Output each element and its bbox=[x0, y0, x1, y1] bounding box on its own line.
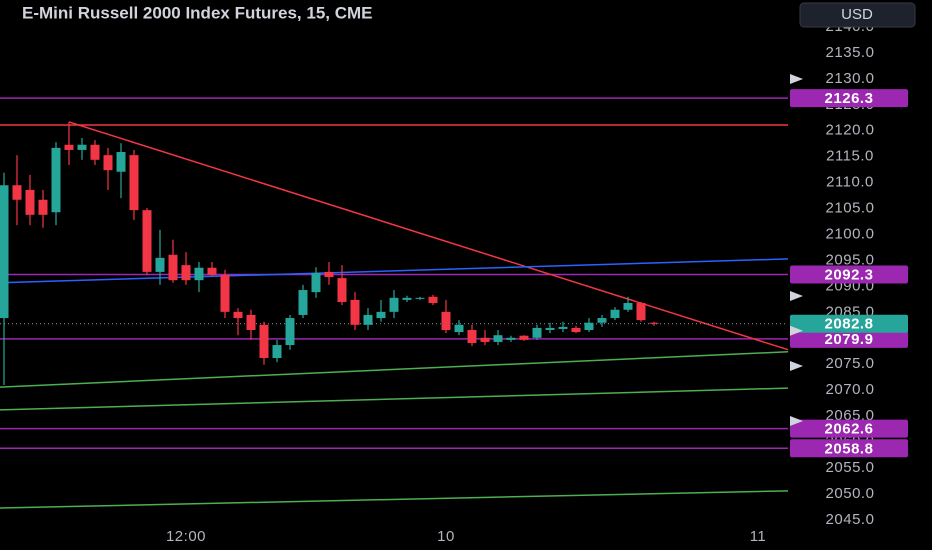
drawings bbox=[0, 97, 789, 509]
candle-body bbox=[51, 147, 61, 213]
candle-body bbox=[220, 275, 230, 312]
candle-body bbox=[168, 254, 178, 281]
candle-body bbox=[64, 144, 74, 150]
candle-body bbox=[428, 296, 438, 304]
alert-marker bbox=[790, 361, 803, 371]
trend-line bbox=[0, 258, 789, 284]
candle-body bbox=[389, 297, 399, 312]
y-tick-label: 2055.0 bbox=[826, 459, 875, 476]
candle-body bbox=[441, 311, 451, 330]
y-tick-label: 2120.0 bbox=[826, 122, 875, 139]
candle-body bbox=[194, 267, 204, 281]
y-tick-label: 2135.0 bbox=[826, 44, 875, 61]
y-tick-label: 2070.0 bbox=[826, 381, 875, 398]
candle-body bbox=[402, 297, 412, 300]
currency-label[interactable]: USD bbox=[841, 6, 873, 23]
alert-marker bbox=[790, 291, 803, 301]
candle-body bbox=[155, 257, 165, 272]
candle-body bbox=[519, 335, 529, 340]
candle-body bbox=[363, 314, 373, 325]
candle-body bbox=[233, 311, 243, 319]
candle-body bbox=[12, 185, 22, 200]
candle-body bbox=[350, 299, 360, 325]
level-label-box bbox=[790, 265, 908, 284]
chart-title: E-Mini Russell 2000 Index Futures, 15, C… bbox=[22, 3, 373, 22]
candle-body bbox=[0, 185, 9, 319]
last-price-box bbox=[790, 314, 908, 333]
candle-body bbox=[584, 322, 594, 330]
y-tick-label: 2045.0 bbox=[826, 511, 875, 528]
x-tick-label: 11 bbox=[750, 528, 767, 545]
x-tick-label: 12:00 bbox=[166, 528, 206, 545]
level-label: 2062.6 bbox=[825, 421, 874, 438]
candle-body bbox=[480, 337, 490, 342]
candle-body bbox=[376, 311, 386, 319]
candle-body bbox=[415, 297, 425, 299]
trend-line bbox=[68, 121, 789, 351]
alert-marker bbox=[790, 416, 803, 426]
candle-body bbox=[181, 265, 191, 281]
y-tick-label: 2130.0 bbox=[826, 70, 875, 87]
candle-body bbox=[545, 327, 555, 330]
candle-body bbox=[467, 330, 477, 343]
candle-body bbox=[454, 324, 464, 333]
candle-body bbox=[623, 303, 633, 310]
y-tick-label: 2110.0 bbox=[826, 174, 874, 191]
candle-body bbox=[90, 144, 100, 160]
candle-body bbox=[506, 337, 516, 340]
y-tick-label: 2095.0 bbox=[826, 251, 875, 268]
level-label-box bbox=[790, 419, 908, 438]
level-label-box bbox=[790, 329, 908, 348]
trend-line bbox=[0, 387, 789, 411]
candle-body bbox=[38, 199, 48, 215]
candle-body bbox=[116, 152, 126, 172]
candle-body bbox=[142, 210, 152, 272]
last-price-label: 2082.8 bbox=[825, 316, 874, 333]
y-tick-label: 2075.0 bbox=[826, 355, 875, 372]
candle-body bbox=[259, 324, 269, 359]
candle-body bbox=[77, 144, 87, 150]
y-tick-label: 2050.0 bbox=[826, 485, 875, 502]
time-axis: 12:00 10 11 bbox=[166, 528, 766, 545]
level-label: 2126.3 bbox=[825, 90, 874, 107]
candle-body bbox=[610, 309, 620, 319]
candle-body bbox=[324, 271, 334, 278]
x-tick-label: 10 bbox=[437, 528, 455, 545]
alert-marker bbox=[790, 74, 803, 84]
level-label: 2092.3 bbox=[825, 266, 874, 283]
candle-body bbox=[207, 267, 217, 275]
candle-body bbox=[649, 322, 659, 324]
candle-body bbox=[311, 272, 321, 293]
trend-line bbox=[0, 351, 789, 388]
candle-body bbox=[558, 326, 568, 329]
candle-body bbox=[129, 155, 139, 211]
level-labels: 2126.3 2092.3 2079.9 2062.6 2058.8 2082.8 bbox=[790, 89, 908, 458]
last-price-marker bbox=[790, 325, 803, 336]
candle-body bbox=[571, 327, 581, 333]
level-label: 2058.8 bbox=[825, 440, 874, 457]
level-label: 2079.9 bbox=[825, 331, 874, 348]
candle-body bbox=[636, 303, 646, 321]
candle-body bbox=[532, 327, 542, 338]
candle-body bbox=[597, 318, 607, 323]
y-tick-label: 2105.0 bbox=[826, 200, 875, 217]
candle-body bbox=[285, 318, 295, 346]
candle-body bbox=[272, 345, 282, 359]
level-label-box bbox=[790, 439, 908, 458]
candle-body bbox=[25, 189, 35, 215]
currency-button[interactable] bbox=[799, 2, 916, 28]
candle-body bbox=[493, 335, 503, 342]
candle-body bbox=[337, 278, 347, 302]
candle-body bbox=[298, 290, 308, 315]
trend-line bbox=[0, 490, 789, 509]
level-label-box bbox=[790, 89, 908, 108]
y-tick-label: 2115.0 bbox=[826, 148, 874, 165]
candles bbox=[0, 121, 659, 385]
y-tick-label: 2100.0 bbox=[826, 225, 875, 242]
candle-body bbox=[246, 314, 256, 330]
candle-body bbox=[103, 155, 113, 171]
